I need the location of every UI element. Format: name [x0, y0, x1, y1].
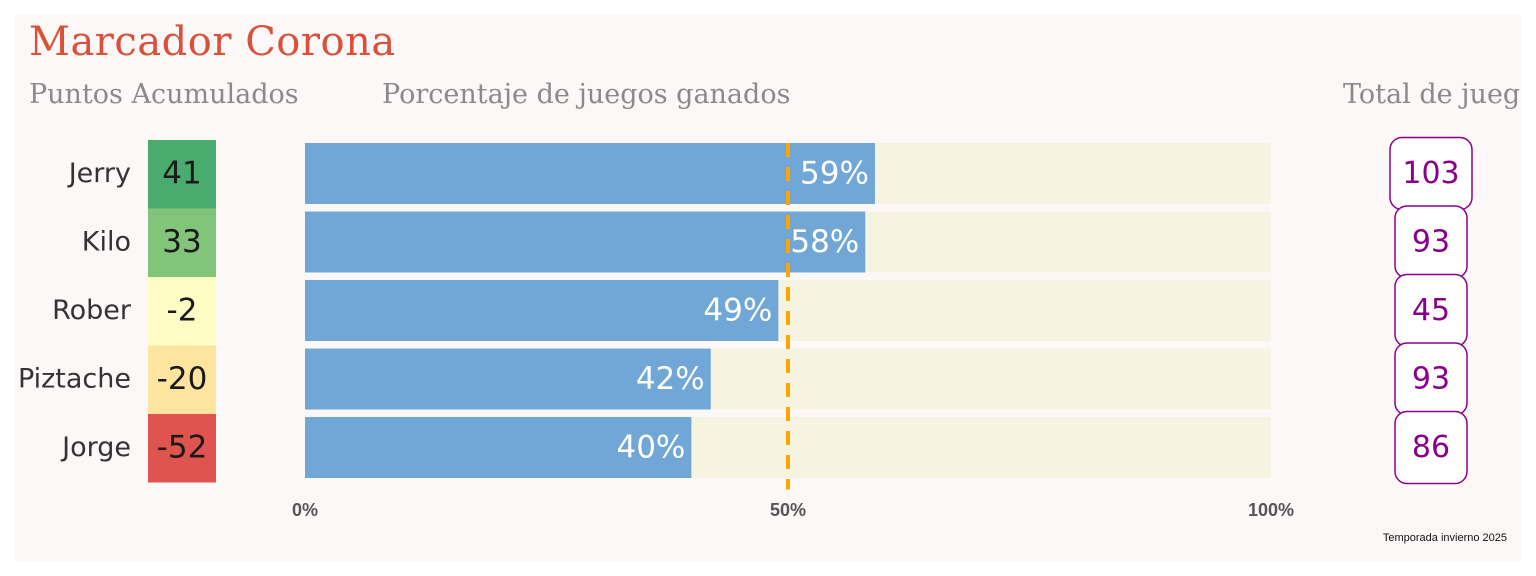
points-value: 41 — [162, 156, 201, 192]
points-value: 33 — [162, 224, 201, 260]
percentage-column-title: Porcentaje de juegos ganados — [382, 79, 791, 110]
total-games-value: 93 — [1412, 225, 1450, 260]
total-games-value: 86 — [1412, 430, 1450, 465]
win-percentage-bar — [305, 211, 866, 273]
win-percentage-bar — [305, 417, 692, 478]
points-cell — [148, 345, 216, 414]
player-name: Kilo — [82, 227, 131, 258]
total-badge — [1394, 410, 1468, 485]
points-value: -2 — [167, 293, 198, 329]
x-tick-label: 0% — [292, 500, 318, 520]
points-cell — [148, 208, 216, 277]
total-games-value: 93 — [1412, 362, 1450, 397]
player-name: Jorge — [60, 432, 131, 463]
footer-caption: Temporada invierno 2025 — [1382, 532, 1507, 544]
player-name: Rober — [52, 295, 132, 326]
x-tick-label: 50% — [770, 500, 806, 520]
total-column-title: Total de juegos — [1343, 79, 1521, 110]
points-value: -52 — [157, 430, 208, 466]
player-name: Jerry — [67, 158, 131, 189]
points-cell — [148, 414, 216, 483]
win-percentage-label: 49% — [703, 293, 772, 329]
player-name: Piztache — [18, 364, 131, 395]
points-value: -20 — [157, 361, 208, 397]
total-games-value: 103 — [1402, 156, 1459, 191]
points-cell — [148, 277, 216, 346]
points-cell — [148, 140, 216, 209]
x-tick-label: 100% — [1248, 500, 1294, 520]
total-games-value: 45 — [1412, 293, 1450, 328]
win-percentage-label: 58% — [790, 224, 859, 260]
win-percentage-label: 42% — [636, 361, 705, 397]
win-percentage-bar — [305, 348, 711, 410]
win-percentage-bar — [305, 280, 779, 341]
scoreboard-chart: Jerry 41 59% 103 Kilo 33 58% 93 Rober -2 49% 45 Pizt… — [18, 136, 1473, 520]
win-percentage-label: 40% — [616, 430, 685, 466]
win-percentage-label: 59% — [800, 156, 869, 192]
chart-title: Marcador Corona — [29, 19, 396, 65]
chart-panel: Marcador Corona Puntos Acumulados Porcen… — [15, 15, 1521, 561]
win-percentage-bar — [305, 143, 875, 204]
points-column-title: Puntos Acumulados — [29, 79, 299, 110]
